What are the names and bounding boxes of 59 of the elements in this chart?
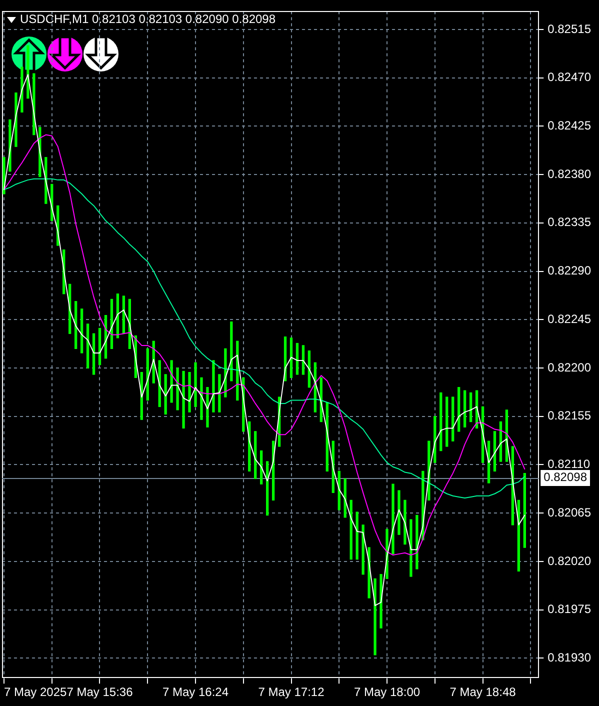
y-tick-label: 0.82065 — [548, 505, 592, 520]
bar — [374, 578, 376, 656]
bar — [98, 328, 102, 366]
bar — [302, 345, 305, 375]
y-tick-label: 0.82290 — [548, 264, 592, 278]
bar — [523, 473, 526, 548]
bar — [404, 500, 406, 545]
bar — [26, 45, 30, 99]
bar — [188, 372, 191, 412]
y-tick-label: 0.81930 — [548, 650, 592, 664]
bar — [446, 396, 448, 447]
bar — [200, 377, 203, 420]
y-tick-label: 0.82245 — [548, 312, 592, 326]
bar — [380, 574, 382, 628]
x-tick-label: 7 May 16:24 — [162, 685, 229, 700]
bar — [458, 387, 460, 432]
bar — [20, 66, 24, 113]
bar — [86, 324, 90, 368]
bar — [74, 301, 78, 349]
y-tick-label: 0.82470 — [548, 70, 592, 84]
bar — [416, 514, 418, 570]
bar — [440, 392, 442, 452]
bar — [182, 370, 185, 429]
bar — [290, 338, 293, 378]
y-tick-label: 0.82155 — [548, 408, 592, 423]
bar — [392, 484, 394, 554]
bar — [469, 392, 472, 422]
bar — [170, 360, 173, 403]
x-tick-label: 7 May 17:12 — [258, 685, 325, 700]
bar — [92, 333, 96, 375]
bar — [176, 368, 179, 410]
bar — [362, 524, 364, 575]
y-tick-label: 0.82425 — [548, 118, 592, 133]
y-tick-label: 0.82380 — [548, 166, 592, 181]
bar — [463, 390, 466, 428]
bar — [410, 519, 412, 577]
y-tick-label: 0.82110 — [548, 457, 590, 472]
y-tick-label: 0.82200 — [548, 360, 592, 374]
bar — [398, 490, 400, 535]
bar — [296, 342, 299, 375]
x-tick-label: 7 May 18:00 — [354, 685, 420, 700]
bar — [80, 308, 84, 354]
bar — [14, 92, 18, 147]
y-tick-label: 0.81975 — [548, 602, 592, 616]
ref-line-label: 0.82098 — [544, 470, 588, 484]
y-tick-label: 0.82515 — [548, 22, 592, 36]
x-tick-label: 7 May 2025 — [4, 685, 68, 700]
x-tick-label: 7 May 15:36 — [66, 685, 134, 700]
y-tick-label: 0.82335 — [548, 215, 592, 230]
bar — [356, 512, 358, 560]
chart-title: USDCHF,M1 0.82103 0.82103 0.82090 0.82098 — [20, 12, 276, 28]
y-tick-label: 0.82020 — [548, 554, 592, 568]
bar — [218, 374, 221, 412]
bar — [206, 387, 209, 428]
bar — [452, 396, 454, 442]
x-tick-label: 7 May 18:48 — [450, 685, 516, 700]
bar — [212, 360, 215, 412]
bar — [194, 362, 197, 408]
bar — [493, 431, 496, 472]
